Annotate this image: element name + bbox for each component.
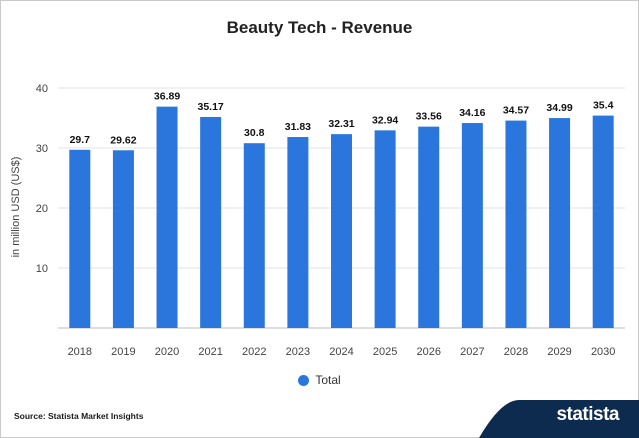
y-tick-label-30: 30 <box>36 143 48 155</box>
legend-marker-total <box>298 374 310 386</box>
bar-2019 <box>112 150 134 328</box>
x-tick-label-2021: 2021 <box>198 346 222 358</box>
y-tick-label-40: 40 <box>36 83 48 95</box>
x-tick-label-2018: 2018 <box>68 346 92 358</box>
bar-2028 <box>505 120 527 328</box>
legend[interactable]: Total <box>0 373 639 387</box>
bar-2024 <box>331 134 352 328</box>
bar-2029 <box>549 118 571 328</box>
data-label-2022: 30.8 <box>244 127 265 139</box>
bar-2026 <box>418 126 440 328</box>
x-tick-label-2029: 2029 <box>547 346 571 358</box>
data-label-2023: 31.83 <box>285 121 311 133</box>
data-label-2025: 32.94 <box>372 114 398 126</box>
source-note[interactable]: Source: Statista Market Insights <box>14 411 144 421</box>
y-tick-label-20: 20 <box>36 203 48 215</box>
legend-label-total: Total <box>315 373 341 387</box>
bar-2020 <box>156 106 178 328</box>
bar-2025 <box>374 130 396 328</box>
x-tick-label-2026: 2026 <box>416 346 440 358</box>
data-label-2028: 34.57 <box>503 105 529 117</box>
bar-2022 <box>243 143 265 328</box>
bar-2021 <box>200 116 222 328</box>
brand-band <box>479 400 639 438</box>
statista-logo[interactable]: statista <box>556 404 619 425</box>
data-label-2020: 36.89 <box>154 91 180 103</box>
bar-2023 <box>287 137 309 328</box>
data-label-2018: 29.7 <box>70 134 91 146</box>
x-tick-label-2022: 2022 <box>242 346 266 358</box>
data-label-2029: 34.99 <box>546 102 572 114</box>
data-label-2021: 35.17 <box>198 101 224 113</box>
x-tick-label-2019: 2019 <box>111 346 135 358</box>
bar-2018 <box>69 149 91 328</box>
y-tick-label-10: 10 <box>36 263 48 275</box>
x-tick-label-2030: 2030 <box>591 346 615 358</box>
x-tick-label-2020: 2020 <box>155 346 179 358</box>
bar-2027 <box>461 123 483 328</box>
data-label-2027: 34.16 <box>459 107 485 119</box>
x-tick-label-2025: 2025 <box>373 346 397 358</box>
x-tick-label-2028: 2028 <box>504 346 528 358</box>
chart-title: Beauty Tech - Revenue <box>226 18 413 37</box>
data-label-2026: 33.56 <box>416 111 442 123</box>
x-tick-label-2024: 2024 <box>329 346 353 358</box>
data-label-2019: 29.62 <box>110 134 136 146</box>
bar-2030 <box>592 115 614 328</box>
x-tick-label-2023: 2023 <box>286 346 310 358</box>
data-label-2024: 32.31 <box>328 118 354 130</box>
x-tick-label-2027: 2027 <box>460 346 484 358</box>
data-label-2030: 35.4 <box>593 100 614 112</box>
